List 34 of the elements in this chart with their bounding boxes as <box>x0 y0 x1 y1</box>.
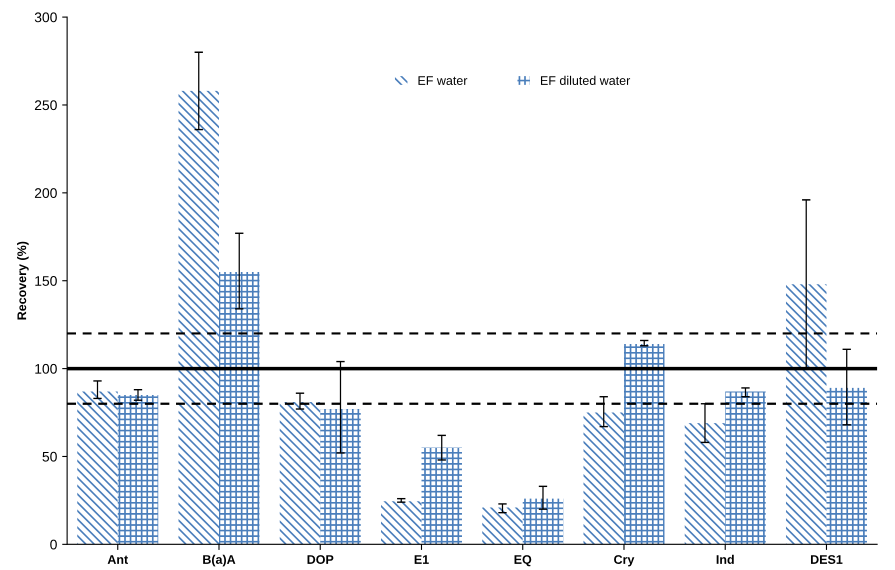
y-axis-title: Recovery (%) <box>17 242 29 320</box>
y-tick-label: 250 <box>34 100 57 110</box>
x-tick-label: Cry <box>614 555 634 566</box>
bar <box>684 423 726 544</box>
x-tick-label: EQ <box>514 555 532 566</box>
bar <box>421 448 462 544</box>
bar <box>826 388 867 544</box>
y-tick-label: 0 <box>50 540 57 550</box>
bar <box>522 498 564 544</box>
bar <box>280 402 320 544</box>
x-tick-label: DES1 <box>810 555 842 564</box>
bar <box>380 501 422 544</box>
x-tick-label: E1 <box>414 555 429 564</box>
x-tick-label: Ind <box>716 554 734 564</box>
y-tick-label: 50 <box>42 452 57 462</box>
bar <box>482 507 523 544</box>
y-tick-label: 150 <box>35 276 57 286</box>
y-tick-label: 300 <box>34 12 57 22</box>
x-tick-label: Ant <box>108 555 128 564</box>
bar <box>786 284 826 544</box>
bar <box>178 90 219 544</box>
x-tick-label: B(a)A <box>203 554 236 566</box>
legend-label: EF diluted water <box>540 76 630 85</box>
bar <box>320 409 361 544</box>
bar <box>118 394 158 544</box>
x-tick-label: DOP <box>308 555 334 564</box>
bar <box>624 344 664 544</box>
bar <box>725 391 766 544</box>
bar <box>218 272 260 544</box>
bar <box>77 391 118 544</box>
bar <box>583 412 624 544</box>
y-tick-label: 100 <box>35 364 57 374</box>
y-tick-label: 200 <box>34 188 57 198</box>
legend-label: EF water <box>418 76 468 85</box>
